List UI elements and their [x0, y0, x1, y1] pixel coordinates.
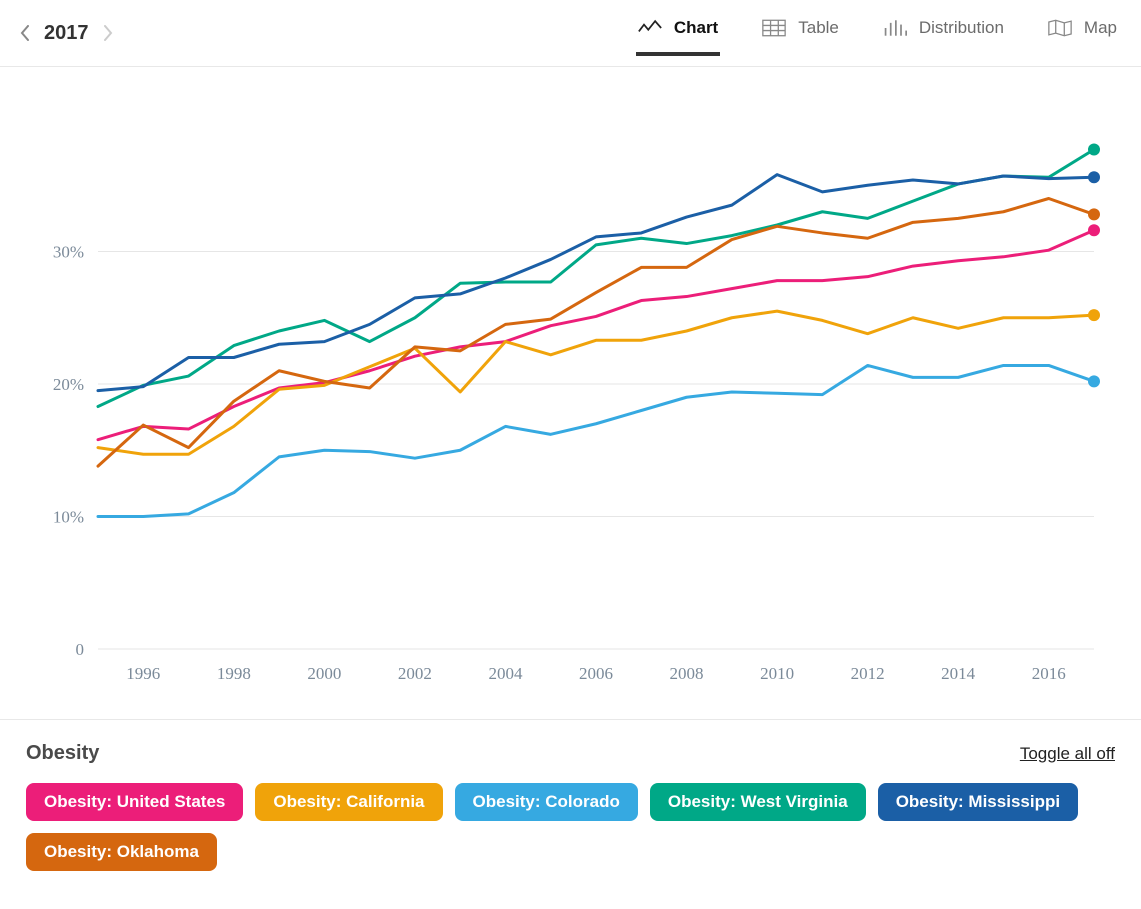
- legend-header: Obesity Toggle all off: [26, 742, 1115, 765]
- year-label: 2017: [44, 22, 89, 45]
- svg-text:0: 0: [76, 640, 85, 659]
- legend-chip[interactable]: Obesity: Oklahoma: [26, 833, 217, 871]
- svg-text:1998: 1998: [217, 664, 251, 683]
- chevron-left-icon[interactable]: [20, 25, 30, 41]
- line-chart[interactable]: 0 10% 20% 30% 1996 1998 2000 2002 2004 2006 2008 20…: [18, 89, 1118, 709]
- svg-text:10%: 10%: [53, 508, 84, 527]
- year-nav: 2017: [20, 22, 113, 45]
- legend-chip[interactable]: Obesity: California: [255, 783, 442, 821]
- series-end-ca: [1088, 309, 1100, 321]
- table-icon: [762, 18, 786, 38]
- tab-label: Distribution: [919, 18, 1004, 38]
- view-tabs: Chart Table Distribution Map: [636, 10, 1119, 56]
- svg-text:2012: 2012: [851, 664, 885, 683]
- series-end-ms: [1088, 171, 1100, 183]
- legend-chip[interactable]: Obesity: West Virginia: [650, 783, 866, 821]
- svg-text:2002: 2002: [398, 664, 432, 683]
- distribution-icon: [883, 18, 907, 38]
- svg-text:30%: 30%: [53, 243, 84, 262]
- series-end-us: [1088, 224, 1100, 236]
- series-end-ok: [1088, 208, 1100, 220]
- tab-table[interactable]: Table: [760, 10, 841, 56]
- svg-text:2016: 2016: [1032, 664, 1066, 683]
- series-ms[interactable]: [98, 175, 1094, 391]
- topbar: 2017 Chart Table Distribution Map: [0, 0, 1141, 67]
- svg-text:1996: 1996: [126, 664, 160, 683]
- legend-section: Obesity Toggle all off Obesity: United S…: [0, 719, 1141, 893]
- chevron-right-icon[interactable]: [103, 25, 113, 41]
- map-icon: [1048, 18, 1072, 38]
- svg-text:2000: 2000: [307, 664, 341, 683]
- tab-map[interactable]: Map: [1046, 10, 1119, 56]
- series-end-wv: [1088, 143, 1100, 155]
- svg-text:2006: 2006: [579, 664, 613, 683]
- svg-text:20%: 20%: [53, 375, 84, 394]
- legend-chips: Obesity: United States Obesity: Californi…: [26, 783, 1115, 871]
- legend-chip[interactable]: Obesity: Colorado: [455, 783, 638, 821]
- series-ca[interactable]: [98, 311, 1094, 454]
- legend-chip[interactable]: Obesity: United States: [26, 783, 243, 821]
- line-chart-icon: [638, 18, 662, 38]
- toggle-all-button[interactable]: Toggle all off: [1020, 744, 1115, 764]
- series-wv[interactable]: [98, 149, 1094, 406]
- legend-title: Obesity: [26, 742, 99, 765]
- series-us[interactable]: [98, 230, 1094, 439]
- series-ok[interactable]: [98, 199, 1094, 467]
- svg-text:2014: 2014: [941, 664, 976, 683]
- tab-chart[interactable]: Chart: [636, 10, 720, 56]
- svg-text:2004: 2004: [488, 664, 523, 683]
- tab-label: Table: [798, 18, 839, 38]
- tab-distribution[interactable]: Distribution: [881, 10, 1006, 56]
- chart-container: 0 10% 20% 30% 1996 1998 2000 2002 2004 2006 2008 20…: [0, 67, 1141, 719]
- series-end-co: [1088, 375, 1100, 387]
- legend-chip[interactable]: Obesity: Mississippi: [878, 783, 1078, 821]
- series-co[interactable]: [98, 365, 1094, 516]
- tab-label: Map: [1084, 18, 1117, 38]
- svg-text:2010: 2010: [760, 664, 794, 683]
- tab-label: Chart: [674, 18, 718, 38]
- svg-text:2008: 2008: [670, 664, 704, 683]
